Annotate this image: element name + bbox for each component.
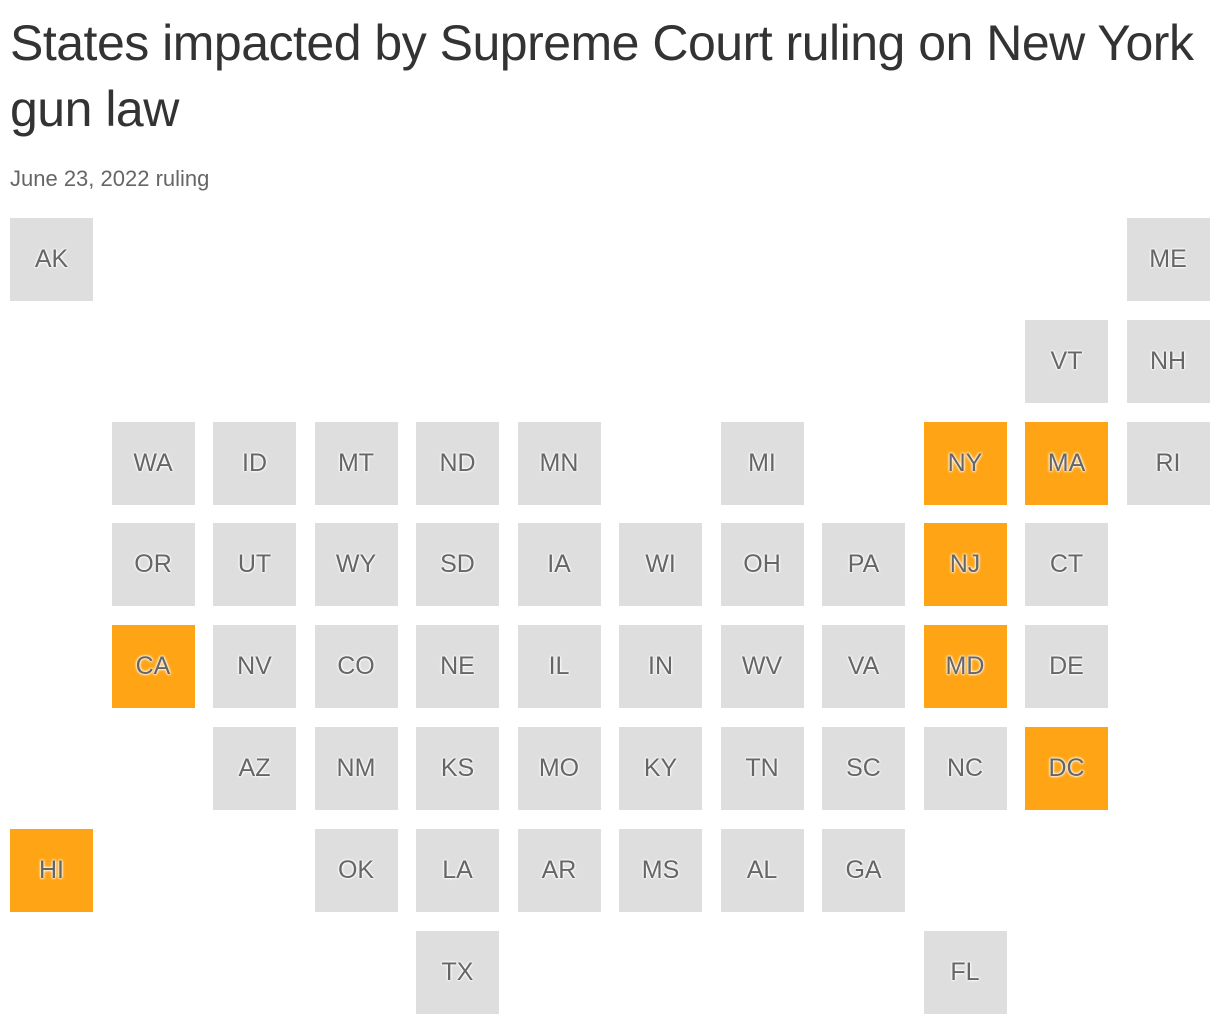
state-tile: ME <box>1126 218 1210 301</box>
state-tile: LA <box>416 828 499 912</box>
state-tile: WI <box>619 523 702 607</box>
state-tile: UT <box>213 523 296 607</box>
state-tile: OK <box>314 828 398 912</box>
state-tile: HI <box>10 828 93 912</box>
title: States impacted by Supreme Court ruling … <box>10 15 1194 137</box>
state-tile: WV <box>720 625 804 709</box>
state-tile: VA <box>822 625 905 709</box>
state-tile: KS <box>416 727 499 810</box>
state-tile: IA <box>517 523 601 607</box>
state-tile: MA <box>1025 421 1108 505</box>
state-tile: NC <box>923 727 1007 810</box>
state-tile: NH <box>1126 319 1210 403</box>
state-tile: MD <box>923 625 1007 709</box>
state-tile: NJ <box>923 523 1007 607</box>
state-tile: SD <box>416 523 499 607</box>
state-tile: GA <box>822 828 905 912</box>
state-tile: ND <box>416 421 499 505</box>
state-tile: CA <box>111 625 195 709</box>
state-tile: KY <box>619 727 702 810</box>
state-tile: IL <box>517 625 601 709</box>
state-tile: WY <box>314 523 398 607</box>
state-tile: MT <box>314 421 398 505</box>
state-tile: FL <box>923 930 1007 1014</box>
state-tile: NY <box>923 421 1007 505</box>
state-tile: MN <box>517 421 601 505</box>
state-tile: RI <box>1126 421 1210 505</box>
state-tile: OR <box>111 523 195 607</box>
state-tile: DC <box>1025 727 1108 810</box>
state-tile: ID <box>213 421 296 505</box>
state-tile: MO <box>517 727 601 810</box>
state-tile: AL <box>720 828 804 912</box>
subtitle: June 23, 2022 ruling <box>10 166 210 191</box>
state-tile: VT <box>1025 319 1108 403</box>
state-tile: OH <box>720 523 804 607</box>
state-tile: AZ <box>213 727 296 810</box>
state-tile: TN <box>720 727 804 810</box>
state-tile: AR <box>517 828 601 912</box>
state-tile: CO <box>314 625 398 709</box>
state-tile: MS <box>619 828 702 912</box>
state-tile: SC <box>822 727 905 810</box>
state-tile: DE <box>1025 625 1108 709</box>
state-tile: TX <box>416 930 499 1014</box>
state-tile: AK <box>10 218 93 301</box>
state-tile: PA <box>822 523 905 607</box>
state-tile: CT <box>1025 523 1108 607</box>
state-tile: IN <box>619 625 702 709</box>
state-tile: NV <box>213 625 296 709</box>
state-tile: MI <box>720 421 804 505</box>
state-tile: NE <box>416 625 499 709</box>
state-tile: NM <box>314 727 398 810</box>
state-tile: WA <box>111 421 195 505</box>
